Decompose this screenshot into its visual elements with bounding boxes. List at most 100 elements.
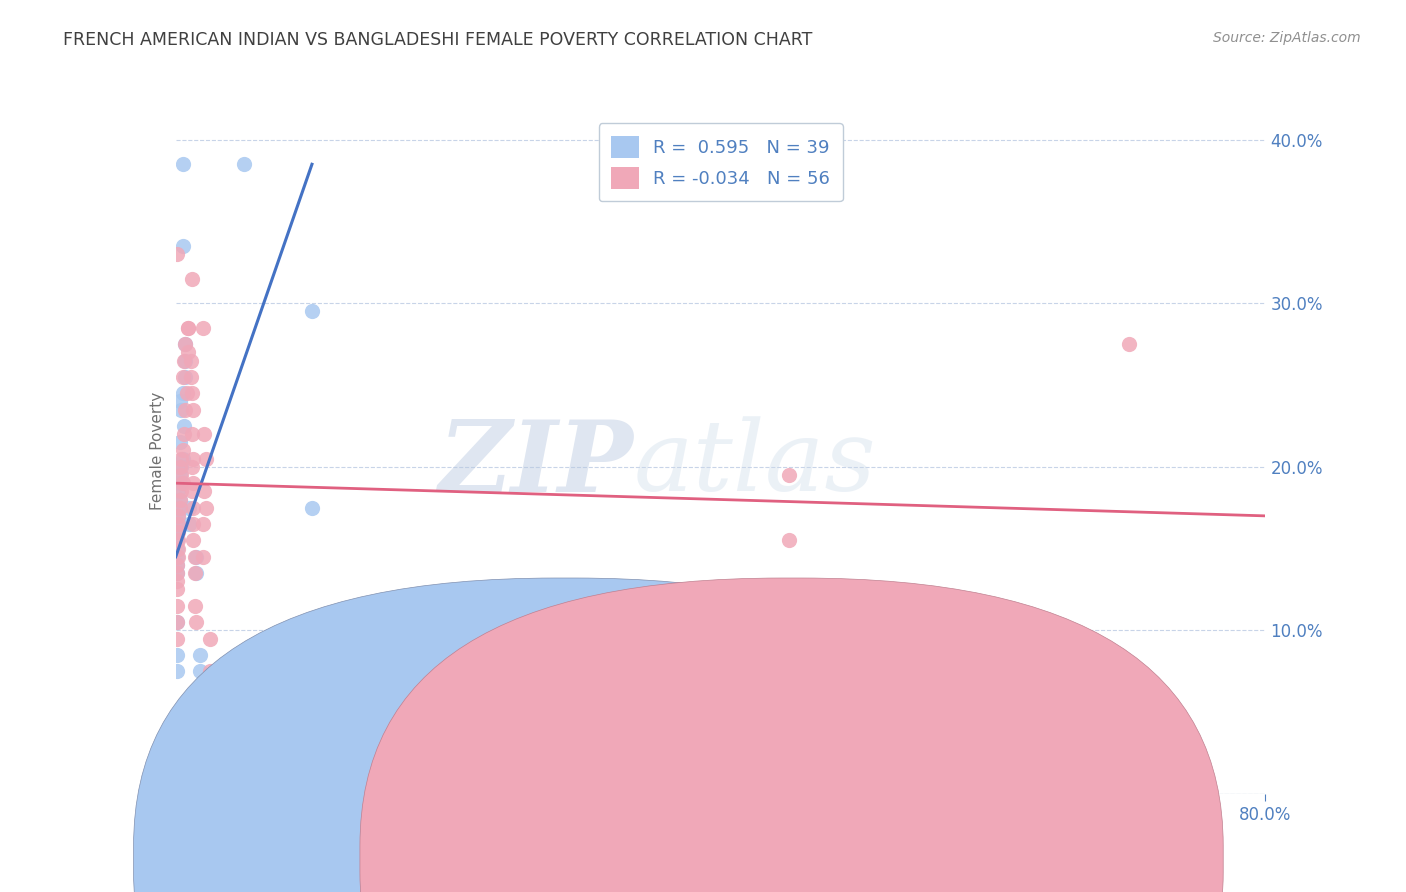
Point [183,451,205,466]
Point [166,247,188,261]
Point [170,459,193,474]
Point [166,648,188,662]
Point [169,492,191,507]
Point [184,599,207,613]
Text: FRENCH AMERICAN INDIAN VS BANGLADESHI FEMALE POVERTY CORRELATION CHART: FRENCH AMERICAN INDIAN VS BANGLADESHI FE… [63,31,813,49]
Point [174,353,197,368]
Point [169,467,191,482]
Point [170,402,193,417]
Point [981,632,1004,646]
Point [167,484,190,499]
Point [188,648,211,662]
Point [166,664,188,679]
Point [166,632,188,646]
Point [174,369,197,384]
Point [172,369,194,384]
Point [166,558,188,572]
Point [169,459,191,474]
Point [184,549,207,564]
Point [169,500,191,515]
Point [169,435,191,450]
Point [191,549,214,564]
Point [172,386,194,401]
Point [166,779,188,793]
Point [167,549,190,564]
Legend: R =  0.595   N = 39, R = -0.034   N = 56: R = 0.595 N = 39, R = -0.034 N = 56 [599,123,842,202]
Point [177,345,200,359]
Point [191,321,214,335]
Point [167,541,190,556]
Point [186,615,208,630]
Point [179,516,201,531]
Point [166,549,188,564]
Point [170,484,193,499]
Point [174,337,197,351]
Point [169,394,191,409]
Point [172,157,194,171]
Point [194,681,217,695]
Point [166,541,188,556]
Text: French American Indians: French American Indians [583,849,789,867]
Point [167,508,190,523]
Point [194,500,217,515]
Point [181,459,204,474]
Text: ZIP: ZIP [439,416,633,512]
Point [193,484,215,499]
Point [301,500,323,515]
Point [778,533,800,548]
Point [166,574,188,589]
Point [170,467,193,482]
Text: atlas: atlas [633,417,876,512]
Point [183,500,205,515]
Point [194,451,217,466]
Point [198,681,221,695]
Point [181,427,204,442]
Point [166,582,188,597]
Point [167,508,190,523]
Point [176,386,198,401]
Point [169,492,191,507]
Text: French American Indians: French American Indians [441,849,647,867]
Point [177,321,200,335]
Point [183,476,205,491]
Point [166,558,188,572]
Point [188,664,211,679]
Point [574,697,596,711]
Point [198,632,221,646]
Point [181,386,204,401]
Point [172,443,194,458]
Point [166,525,188,540]
Point [167,533,190,548]
Point [180,353,202,368]
Point [198,664,221,679]
Point [172,451,194,466]
Point [174,337,197,351]
Point [173,418,195,433]
Point [170,451,193,466]
Point [778,467,800,482]
Point [166,566,188,580]
Point [173,353,195,368]
Text: Bangladeshis: Bangladeshis [808,849,920,867]
Point [177,321,200,335]
Point [167,525,190,540]
Point [184,566,207,580]
Point [181,271,204,285]
Point [1118,337,1140,351]
Point [166,615,188,630]
Point [169,476,191,491]
Point [186,549,208,564]
Point [172,476,194,491]
Point [574,681,596,695]
Point [232,157,254,171]
Y-axis label: Female Poverty: Female Poverty [149,392,165,509]
Point [167,516,190,531]
Point [166,533,188,548]
Point [167,516,190,531]
Point [166,566,188,580]
Point [301,304,323,318]
Point [172,239,194,253]
Point [180,369,202,384]
Point [183,516,205,531]
Point [173,427,195,442]
